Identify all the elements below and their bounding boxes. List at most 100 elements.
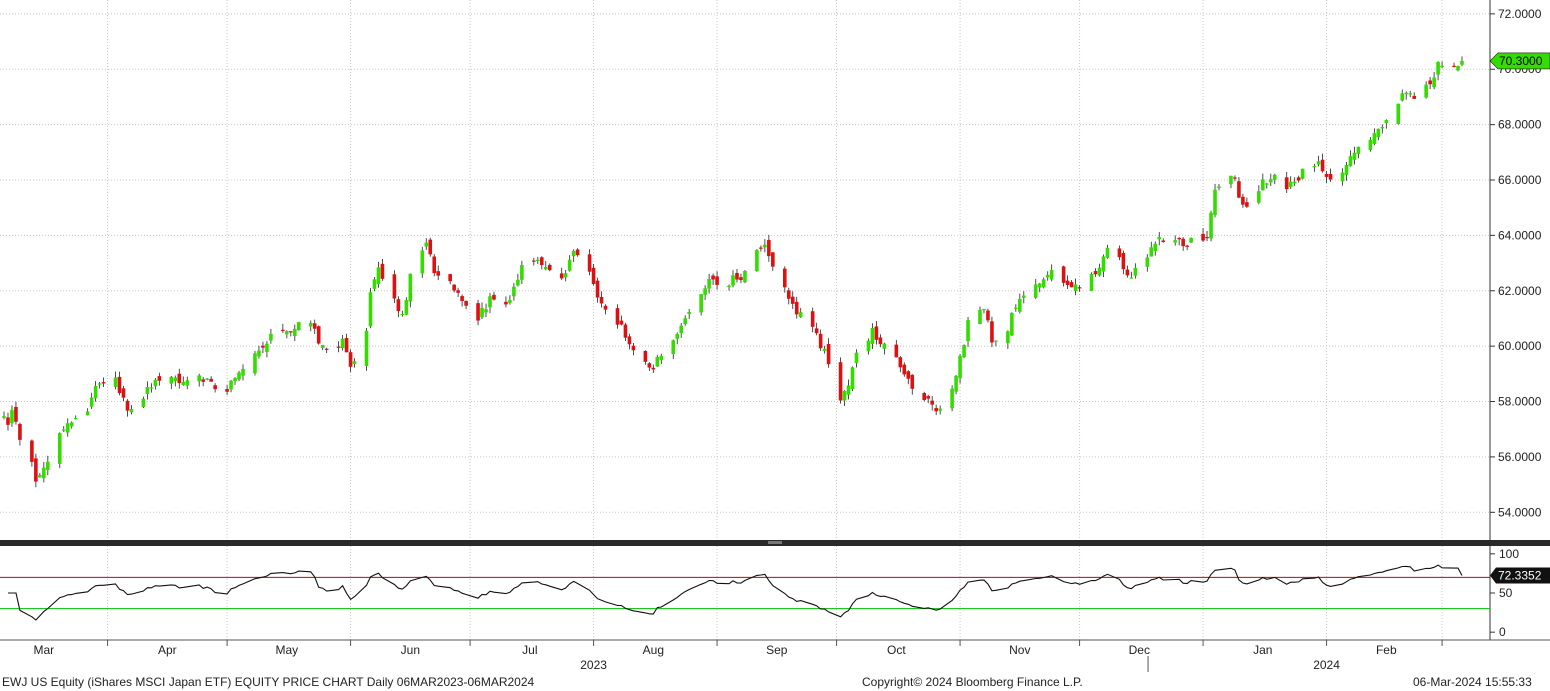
candle-up xyxy=(1312,165,1317,168)
candle-up xyxy=(205,378,209,380)
candle-up xyxy=(671,340,676,354)
candle-up xyxy=(1424,84,1428,98)
candle-up xyxy=(308,322,313,327)
candle-down xyxy=(1121,252,1126,270)
candle-down xyxy=(261,345,265,348)
pane-resize-grip[interactable] xyxy=(768,541,782,544)
candle-up xyxy=(173,377,178,382)
candle-up xyxy=(480,307,484,318)
x-axis-month-label: Jun xyxy=(401,643,420,657)
chart-footer-title: EWJ US Equity (iShares MSCI Japan ETF) E… xyxy=(2,675,535,689)
candle-down xyxy=(464,300,468,306)
candle-down xyxy=(1284,177,1289,190)
candle-up xyxy=(1010,312,1014,336)
candle-down xyxy=(878,337,883,345)
candle-up xyxy=(1133,267,1138,276)
candle-down xyxy=(838,362,843,401)
candle-down xyxy=(1181,238,1185,247)
candle-down xyxy=(1428,80,1432,85)
candle-up xyxy=(822,348,827,352)
candle-up xyxy=(1173,240,1177,243)
candle-up xyxy=(1033,284,1038,298)
candle-down xyxy=(1452,65,1456,67)
candle-up xyxy=(1400,93,1405,101)
candle-up xyxy=(352,361,357,365)
main-plot-area xyxy=(0,0,1490,540)
candle-down xyxy=(715,276,719,285)
candle-down xyxy=(312,323,317,329)
candle-up xyxy=(1018,298,1022,312)
candle-up xyxy=(372,279,377,289)
candle-up xyxy=(1097,267,1102,276)
candle-up xyxy=(1006,331,1010,344)
candle-up xyxy=(408,273,413,302)
last-price-marker xyxy=(1489,52,1550,70)
candle-up xyxy=(954,375,958,392)
candle-up xyxy=(484,309,488,313)
candle-up xyxy=(1145,257,1150,267)
candle-down xyxy=(316,326,321,344)
candle-up xyxy=(1041,279,1046,288)
candle-down xyxy=(547,264,552,271)
candle-up xyxy=(866,340,871,352)
x-axis-month-label: Mar xyxy=(34,643,55,657)
candle-up xyxy=(1380,126,1385,129)
candle-down xyxy=(213,385,217,390)
candle-up xyxy=(85,411,90,416)
candle-up xyxy=(1356,146,1361,154)
x-axis-year-label: 2024 xyxy=(1313,658,1340,672)
candle-down xyxy=(591,267,596,285)
candle-down xyxy=(619,320,624,325)
indicator-line xyxy=(8,564,1463,621)
candle-down xyxy=(504,301,508,305)
candle-up xyxy=(285,331,289,335)
candle-down xyxy=(739,277,743,281)
candle-up xyxy=(536,259,540,261)
candle-up xyxy=(1229,175,1233,185)
candle-up xyxy=(269,333,273,341)
indicator-y-tick-label: 50 xyxy=(1499,586,1513,600)
candle-down xyxy=(456,290,460,293)
candle-down xyxy=(910,374,915,389)
candle-down xyxy=(209,378,213,382)
candle-down xyxy=(603,305,608,310)
candle-up xyxy=(1460,60,1464,65)
indicator-value-badge: 72.3352 xyxy=(1490,567,1550,584)
candle-up xyxy=(543,266,548,270)
candle-up xyxy=(233,378,237,382)
candle-down xyxy=(1201,233,1205,241)
candle-down xyxy=(324,348,329,350)
candle-up xyxy=(97,383,102,385)
candle-down xyxy=(6,417,10,425)
candle-up xyxy=(1153,243,1158,252)
candle-up xyxy=(296,322,301,331)
x-axis-month-label: Feb xyxy=(1376,643,1397,657)
candle-down xyxy=(1069,282,1074,288)
x-axis-month-label: Nov xyxy=(1009,643,1030,657)
candle-down xyxy=(432,256,437,274)
candle-up xyxy=(293,328,297,337)
candle-up xyxy=(683,318,687,325)
indicator-y-tick-label: 0 xyxy=(1499,625,1506,639)
candle-up xyxy=(1257,191,1261,203)
candle-down xyxy=(225,389,229,392)
candle-up xyxy=(1396,103,1401,125)
indicator-grid xyxy=(107,546,1443,640)
candle-down xyxy=(1117,248,1122,258)
candle-up xyxy=(1436,61,1440,75)
indicator-value-marker xyxy=(1490,567,1550,584)
candle-down xyxy=(1245,202,1249,207)
candle-down xyxy=(1296,177,1301,181)
candle-up xyxy=(978,309,982,325)
main-y-tick-label: 66.0000 xyxy=(1498,173,1542,187)
candle-up xyxy=(1456,65,1460,71)
candle-down xyxy=(428,239,433,255)
candle-down xyxy=(14,406,18,422)
candle-up xyxy=(563,273,568,278)
candle-down xyxy=(790,296,795,304)
candle-up xyxy=(659,355,664,361)
candle-up xyxy=(731,275,735,286)
candle-down xyxy=(177,373,182,384)
x-axis-month-label: Dec xyxy=(1129,643,1150,657)
